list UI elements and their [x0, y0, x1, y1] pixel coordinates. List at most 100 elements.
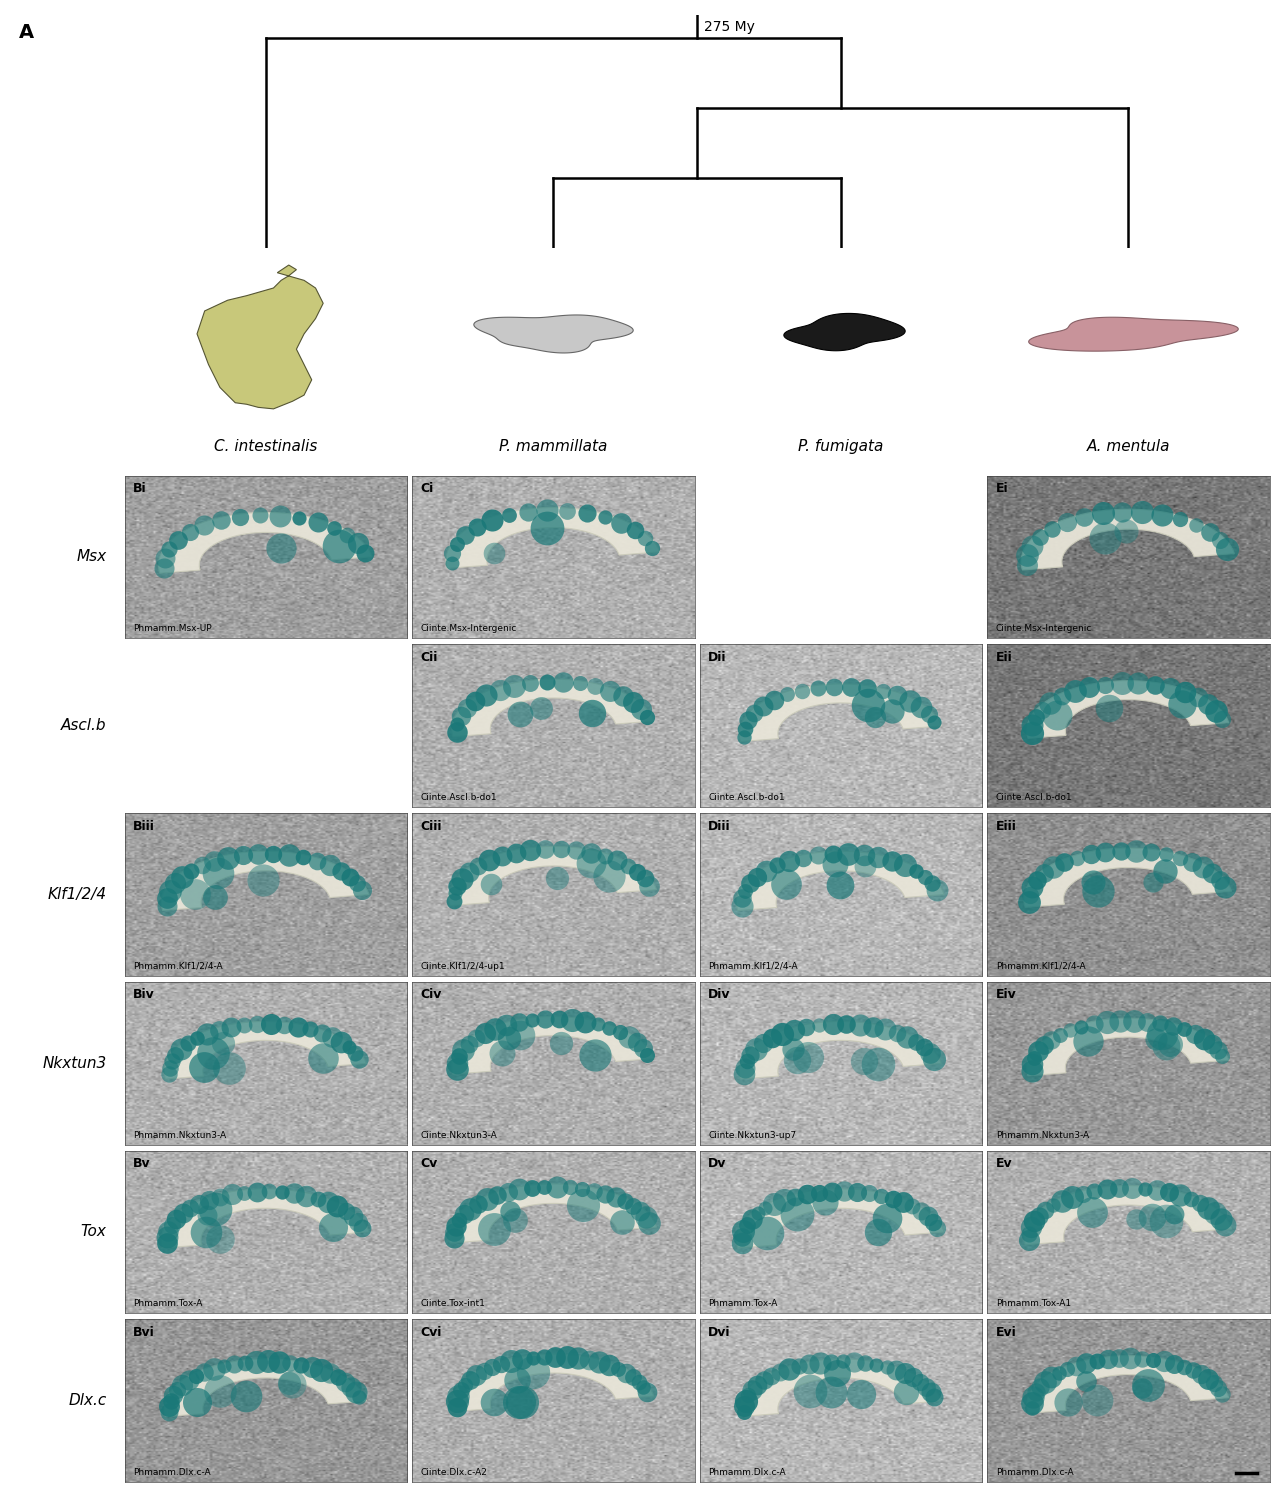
Point [635, 867, 655, 891]
Point [1186, 513, 1207, 537]
Text: Civ: Civ [420, 988, 442, 1002]
Point [1153, 1022, 1173, 1046]
Point [1155, 842, 1176, 866]
Point [822, 842, 843, 866]
Point [1126, 839, 1146, 862]
Point [833, 1350, 853, 1374]
Point [197, 1022, 217, 1046]
Point [740, 1042, 761, 1066]
Point [860, 1182, 880, 1206]
Point [194, 1054, 215, 1078]
Point [849, 1013, 870, 1036]
Point [263, 842, 284, 866]
Point [569, 672, 590, 696]
Point [887, 684, 907, 708]
Point [509, 1390, 529, 1414]
Point [518, 500, 538, 523]
Point [924, 1047, 944, 1071]
Point [335, 1198, 356, 1222]
Point [779, 849, 799, 873]
Point [1146, 1178, 1167, 1202]
Point [484, 540, 505, 564]
Point [599, 1016, 619, 1040]
Point [307, 849, 328, 873]
Point [466, 514, 487, 538]
Point [1194, 1026, 1214, 1050]
Point [1072, 1014, 1092, 1038]
Point [209, 1227, 230, 1251]
Point [1182, 850, 1203, 874]
Text: Phmamm.Tox-A: Phmamm.Tox-A [134, 1299, 203, 1308]
Text: A. mentula: A. mentula [1087, 438, 1171, 453]
Point [625, 518, 645, 542]
Point [1022, 722, 1042, 746]
Text: Msx: Msx [76, 549, 107, 564]
Point [631, 698, 651, 721]
Point [867, 1052, 888, 1076]
Point [1067, 846, 1087, 870]
Point [328, 1194, 348, 1218]
Point [748, 1202, 768, 1225]
Point [1121, 1346, 1141, 1370]
Point [614, 1190, 635, 1214]
Point [921, 871, 942, 895]
Point [1190, 1191, 1210, 1215]
Point [585, 1042, 605, 1066]
Point [876, 1354, 897, 1378]
Point [535, 1007, 555, 1031]
Point [499, 503, 519, 526]
Text: Dvi: Dvi [708, 1326, 731, 1340]
Point [230, 504, 251, 528]
Point [520, 839, 541, 862]
Polygon shape [446, 507, 659, 568]
Polygon shape [739, 1022, 942, 1078]
Point [618, 853, 639, 877]
Point [1155, 858, 1176, 882]
Point [1041, 1365, 1061, 1389]
Polygon shape [452, 1017, 654, 1074]
Point [920, 1041, 941, 1065]
Point [735, 717, 756, 741]
Point [776, 871, 797, 895]
Point [159, 879, 180, 903]
Point [734, 724, 754, 748]
Point [301, 1354, 321, 1378]
Text: Ciinte.Ascl.b-do1: Ciinte.Ascl.b-do1 [996, 794, 1072, 802]
Point [1142, 1347, 1163, 1371]
Point [1019, 884, 1040, 908]
Point [847, 1180, 867, 1204]
Point [1095, 672, 1115, 696]
Point [899, 688, 920, 712]
Point [452, 867, 473, 891]
Point [289, 506, 310, 530]
Point [490, 678, 510, 702]
Point [1033, 1034, 1054, 1058]
Polygon shape [162, 852, 369, 910]
Point [271, 1180, 292, 1204]
Point [1022, 1396, 1042, 1420]
Point [630, 1200, 650, 1224]
Point [1024, 1046, 1045, 1070]
Point [269, 1350, 289, 1374]
Point [186, 1390, 207, 1414]
Point [866, 1353, 887, 1377]
Text: Ei: Ei [996, 482, 1009, 495]
Point [1198, 1196, 1218, 1219]
Point [339, 864, 360, 888]
Point [159, 1400, 180, 1423]
Point [897, 1024, 917, 1048]
Point [756, 858, 776, 882]
Point [635, 526, 655, 550]
Point [350, 1384, 370, 1408]
Point [1019, 1228, 1040, 1252]
Point [736, 1048, 757, 1072]
Point [1076, 1370, 1096, 1394]
Point [736, 1212, 757, 1236]
Point [477, 1186, 497, 1210]
Point [834, 1179, 855, 1203]
Point [1096, 1178, 1117, 1202]
Point [1022, 1053, 1042, 1077]
Point [442, 542, 463, 566]
Point [1205, 1202, 1226, 1225]
Polygon shape [158, 513, 371, 573]
